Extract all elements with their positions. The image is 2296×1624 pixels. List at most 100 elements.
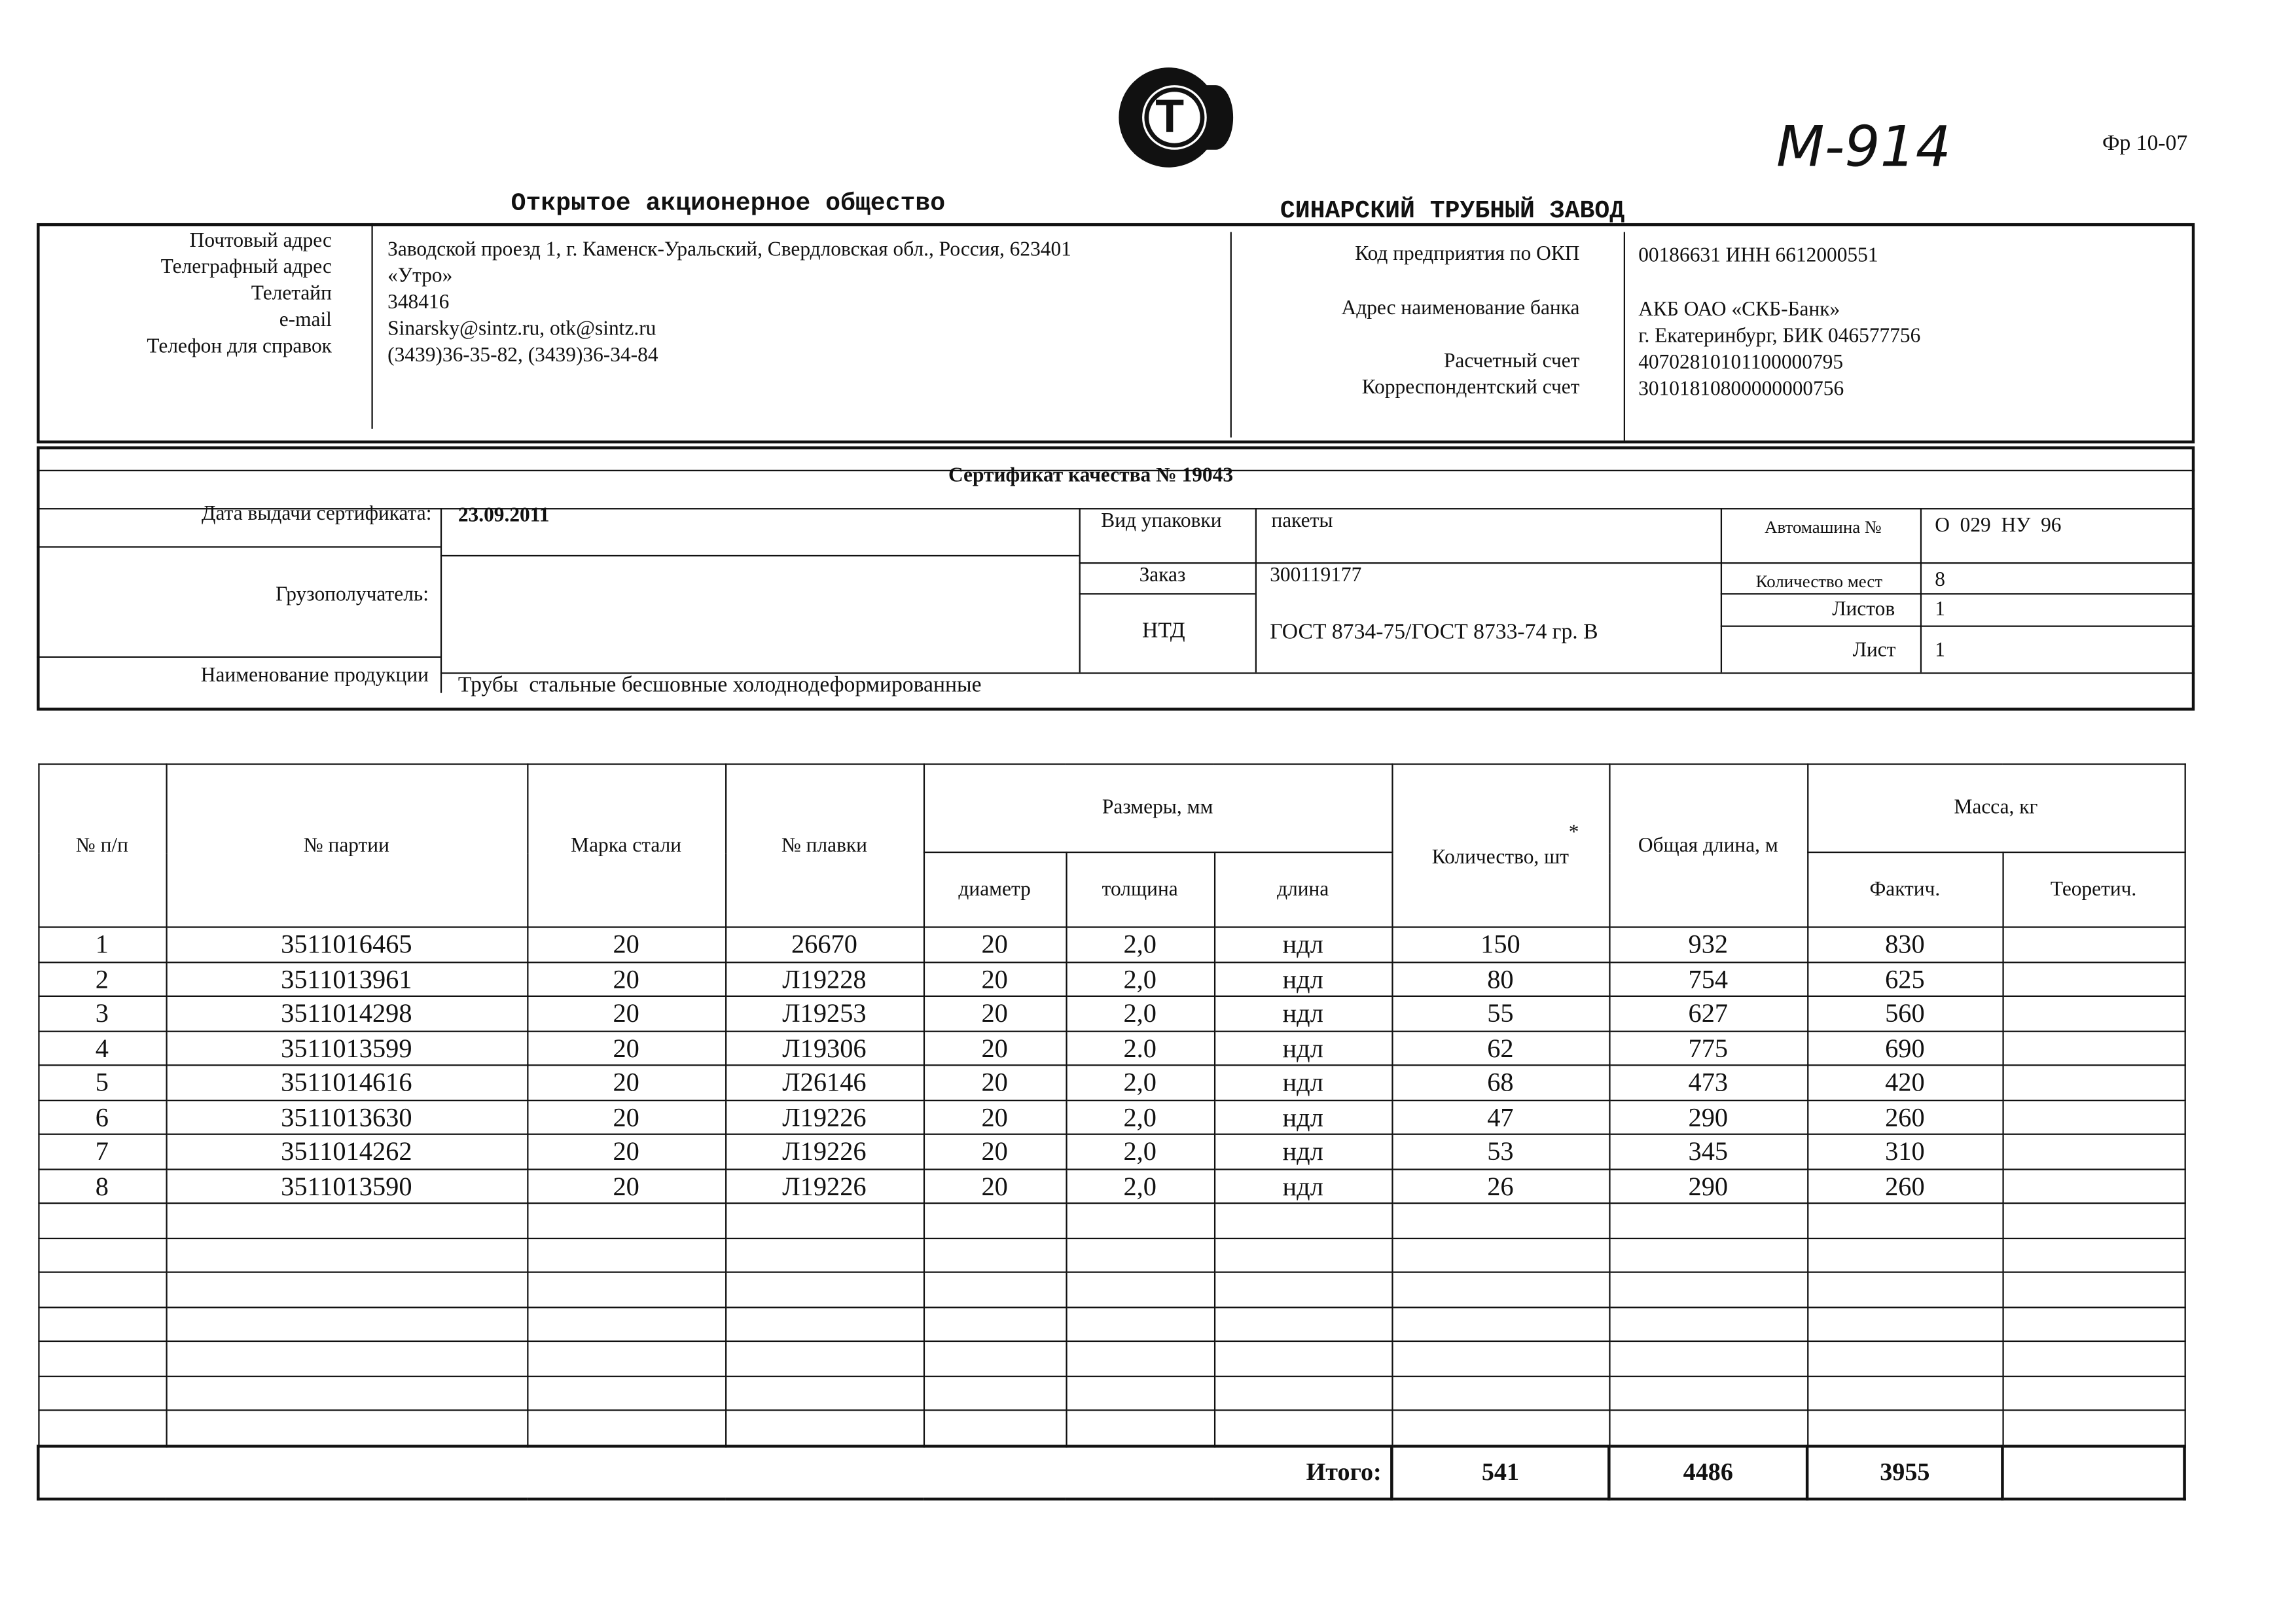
cell-length: ндл xyxy=(1213,1168,1393,1204)
empty-cell xyxy=(165,1340,528,1377)
cell-num: 4 xyxy=(37,1030,167,1066)
cell-total-length: 627 xyxy=(1608,995,1808,1032)
empty-cell xyxy=(1065,1340,1215,1377)
header-sizes: Размеры, мм xyxy=(922,763,1393,854)
cell-steel: 20 xyxy=(526,926,726,963)
cell-steel: 20 xyxy=(526,995,726,1032)
empty-row xyxy=(37,1202,2185,1238)
cell-diameter: 20 xyxy=(922,1064,1067,1101)
cell-heat: Л19253 xyxy=(724,995,924,1032)
empty-cell xyxy=(922,1375,1067,1411)
issue-date-label: Дата выдачи сертификата: xyxy=(202,503,432,526)
empty-cell xyxy=(922,1271,1067,1308)
cell-steel: 20 xyxy=(526,1064,726,1101)
cell-batch: 3511013590 xyxy=(165,1168,528,1204)
cell-num: 2 xyxy=(37,961,167,997)
empty-row xyxy=(37,1236,2185,1273)
cell-mass-theoretical xyxy=(2001,961,2185,997)
table-row: 2 3511013961 20 Л19228 20 2,0 ндл 80 754 625 xyxy=(37,961,2185,997)
empty-cell xyxy=(2001,1340,2185,1377)
empty-cell xyxy=(724,1375,924,1411)
cell-mass-actual: 830 xyxy=(1806,926,2003,963)
empty-cell xyxy=(1608,1409,1808,1447)
product-label: Наименование продукции xyxy=(200,665,429,687)
empty-cell xyxy=(526,1306,726,1343)
certificate-title: Сертификат качества № 19043 xyxy=(948,465,1234,488)
cell-length: ндл xyxy=(1213,995,1393,1032)
label-email: e-mail xyxy=(279,310,332,332)
cell-steel: 20 xyxy=(526,1168,726,1204)
empty-cell xyxy=(165,1202,528,1238)
cell-diameter: 20 xyxy=(922,1030,1067,1066)
cell-length: ндл xyxy=(1213,1064,1393,1101)
empty-cell xyxy=(922,1340,1067,1377)
empty-cell xyxy=(1065,1409,1215,1447)
empty-cell xyxy=(2001,1409,2185,1447)
cell-qty: 68 xyxy=(1391,1064,1610,1101)
empty-cell xyxy=(1608,1340,1808,1377)
empty-cell xyxy=(922,1306,1067,1343)
empty-cell xyxy=(1608,1271,1808,1308)
empty-cell xyxy=(1608,1375,1808,1411)
cell-heat: Л19226 xyxy=(724,1098,924,1135)
empty-cell xyxy=(724,1409,924,1447)
company-type: Открытое акционерное общество xyxy=(511,190,946,219)
cell-total-length: 473 xyxy=(1608,1064,1808,1101)
empty-cell xyxy=(1391,1409,1610,1447)
empty-cell xyxy=(1391,1202,1610,1238)
empty-cell xyxy=(1806,1409,2003,1447)
cell-heat: Л19306 xyxy=(724,1030,924,1066)
empty-cell xyxy=(526,1236,726,1273)
header-batch: № партии xyxy=(165,763,528,928)
cell-mass-theoretical xyxy=(2001,1064,2185,1101)
cell-mass-actual: 625 xyxy=(1806,961,2003,997)
certificate-box xyxy=(37,446,2195,711)
telegraph-address: «Утро» xyxy=(387,265,453,288)
cell-num: 1 xyxy=(37,926,167,963)
cell-qty: 62 xyxy=(1391,1030,1610,1066)
email-link[interactable]: Sinarsky@sintz.ru, otk@sintz.ru xyxy=(387,318,656,341)
cell-steel: 20 xyxy=(526,1133,726,1170)
total-length: 4486 xyxy=(1607,1443,1809,1500)
table-row: 1 3511016465 20 26670 20 2,0 ндл 150 932 830 xyxy=(37,926,2185,963)
ntd: ГОСТ 8734-75/ГОСТ 8733-74 гр. В xyxy=(1270,621,1598,645)
cell-mass-theoretical xyxy=(2001,926,2185,963)
empty-cell xyxy=(724,1271,924,1308)
cell-num: 5 xyxy=(37,1064,167,1101)
header-length: длина xyxy=(1213,851,1393,928)
product-name: Трубы стальные бесшовные холоднодеформир… xyxy=(457,674,982,698)
qty-asterisk: * xyxy=(1568,822,1579,844)
empty-cell xyxy=(1391,1306,1610,1343)
truck-number: О 029 НУ 96 xyxy=(1935,515,2062,537)
label-phone: Телефон для справок xyxy=(147,336,332,359)
cell-length: ндл xyxy=(1213,1098,1393,1135)
cell-mass-actual: 690 xyxy=(1806,1030,2003,1066)
cell-total-length: 775 xyxy=(1608,1030,1808,1066)
cell-length: ндл xyxy=(1213,1133,1393,1170)
cell-mass-actual: 420 xyxy=(1806,1064,2003,1101)
total-label: Итого: xyxy=(37,1443,1393,1500)
sheet-label: Лист xyxy=(1852,640,1896,662)
label-teletype: Телетайп xyxy=(251,283,332,306)
contacts-box xyxy=(37,223,2195,444)
pipes-table: № п/п № партии Марка стали № плавки Разм… xyxy=(37,763,2186,1500)
order-number: 300119177 xyxy=(1270,565,1362,588)
cell-mass-actual: 310 xyxy=(1806,1133,2003,1170)
empty-cell xyxy=(37,1375,167,1411)
cell-qty: 150 xyxy=(1391,926,1610,963)
empty-row xyxy=(37,1375,2185,1411)
label-bank: Адрес наименование банка xyxy=(1341,298,1580,320)
bank-name: АКБ ОАО «СКБ-Банк» xyxy=(1638,299,1840,322)
contacts-values: Заводской проезд 1, г. Каменск-Уральский… xyxy=(387,238,1071,370)
cell-steel: 20 xyxy=(526,1030,726,1066)
cell-mass-theoretical xyxy=(2001,1168,2185,1204)
empty-cell xyxy=(1213,1236,1393,1273)
empty-cell xyxy=(526,1202,726,1238)
empty-cell xyxy=(2001,1306,2185,1343)
postal-address: Заводской проезд 1, г. Каменск-Уральский… xyxy=(387,239,1071,262)
empty-cell xyxy=(165,1271,528,1308)
header-qty-label: Количество, шт xyxy=(1431,847,1570,869)
empty-cell xyxy=(526,1409,726,1447)
label-account: Расчетный счет xyxy=(1443,351,1580,373)
empty-cell xyxy=(1065,1271,1215,1308)
